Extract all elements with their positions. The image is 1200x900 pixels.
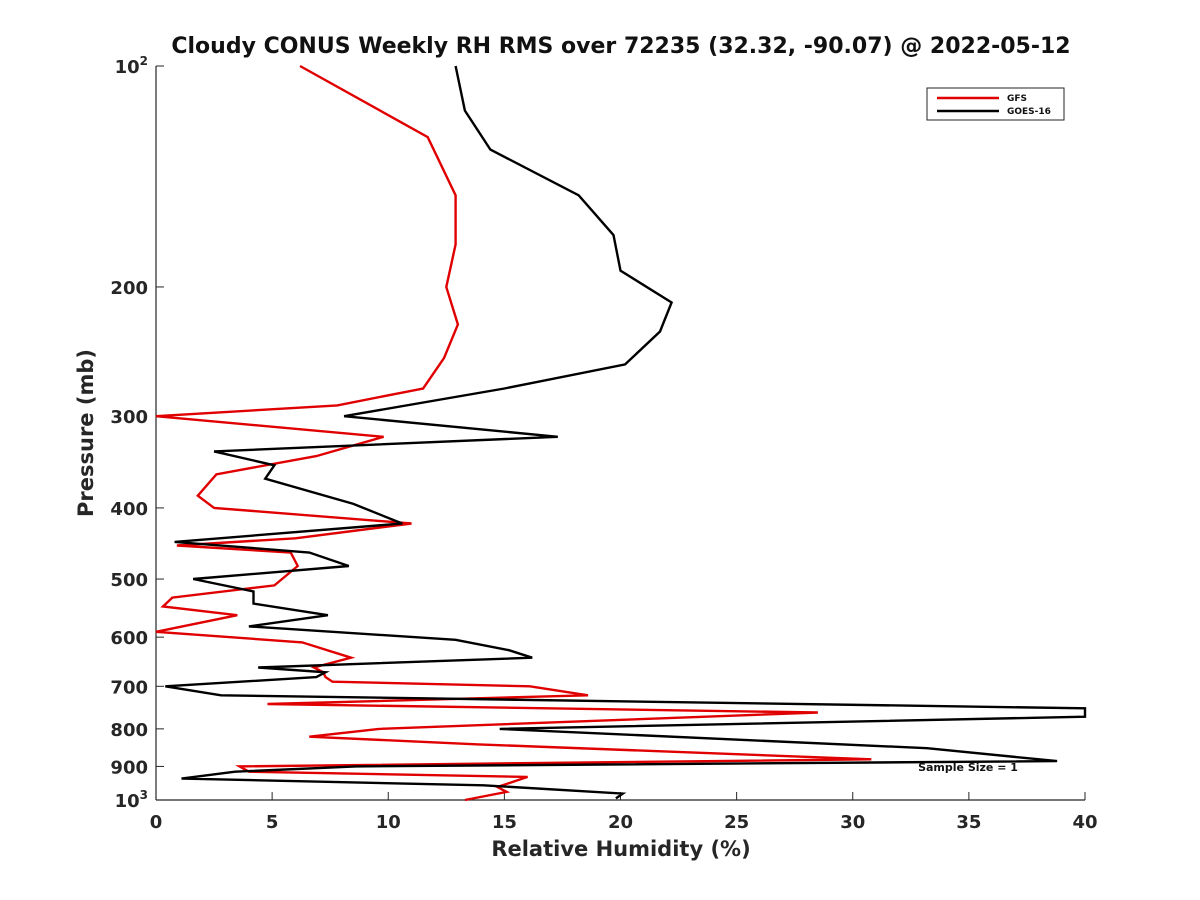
legend: GFS GOES-16 — [926, 87, 1065, 121]
series-line-goes-16 — [165, 65, 1087, 800]
legend-box — [926, 87, 1065, 121]
y-tick-label: 500 — [110, 570, 148, 591]
y-tick-label: 200 — [110, 278, 148, 299]
y-tick-label: 800 — [110, 720, 148, 741]
series-line-gfs — [155, 64, 872, 802]
x-tick-label: 5 — [266, 812, 279, 833]
x-tick-label: 15 — [492, 812, 517, 833]
x-tick-label: 40 — [1072, 812, 1097, 833]
plot-area: 0 5 10 15 20 25 30 35 40 102 200 300 400 500 600 700 800… — [110, 54, 1097, 833]
legend-label: GOES-16 — [1007, 107, 1051, 117]
x-axis-label: Relative Humidity (%) — [491, 837, 750, 861]
chart-title: Cloudy CONUS Weekly RH RMS over 72235 (3… — [171, 34, 1070, 59]
y-tick-label: 600 — [110, 628, 148, 649]
x-tick-label: 25 — [724, 812, 749, 833]
y-tick-label: 103 — [115, 788, 148, 812]
legend-label: GFS — [1007, 94, 1027, 104]
y-axis-label: Pressure (mb) — [74, 349, 98, 517]
x-tick-label: 0 — [150, 812, 163, 833]
y-tick-label: 900 — [110, 757, 148, 778]
x-tick-label: 35 — [956, 812, 981, 833]
x-tick-label: 30 — [840, 812, 865, 833]
y-tick-label: 400 — [110, 499, 148, 520]
y-tick-label: 700 — [110, 677, 148, 698]
x-tick-label: 10 — [376, 812, 401, 833]
x-tick-label: 20 — [608, 812, 633, 833]
y-tick-label: 300 — [110, 407, 148, 428]
sample-size-annotation: Sample Size = 1 — [918, 761, 1018, 774]
y-tick-label: 102 — [115, 54, 148, 78]
